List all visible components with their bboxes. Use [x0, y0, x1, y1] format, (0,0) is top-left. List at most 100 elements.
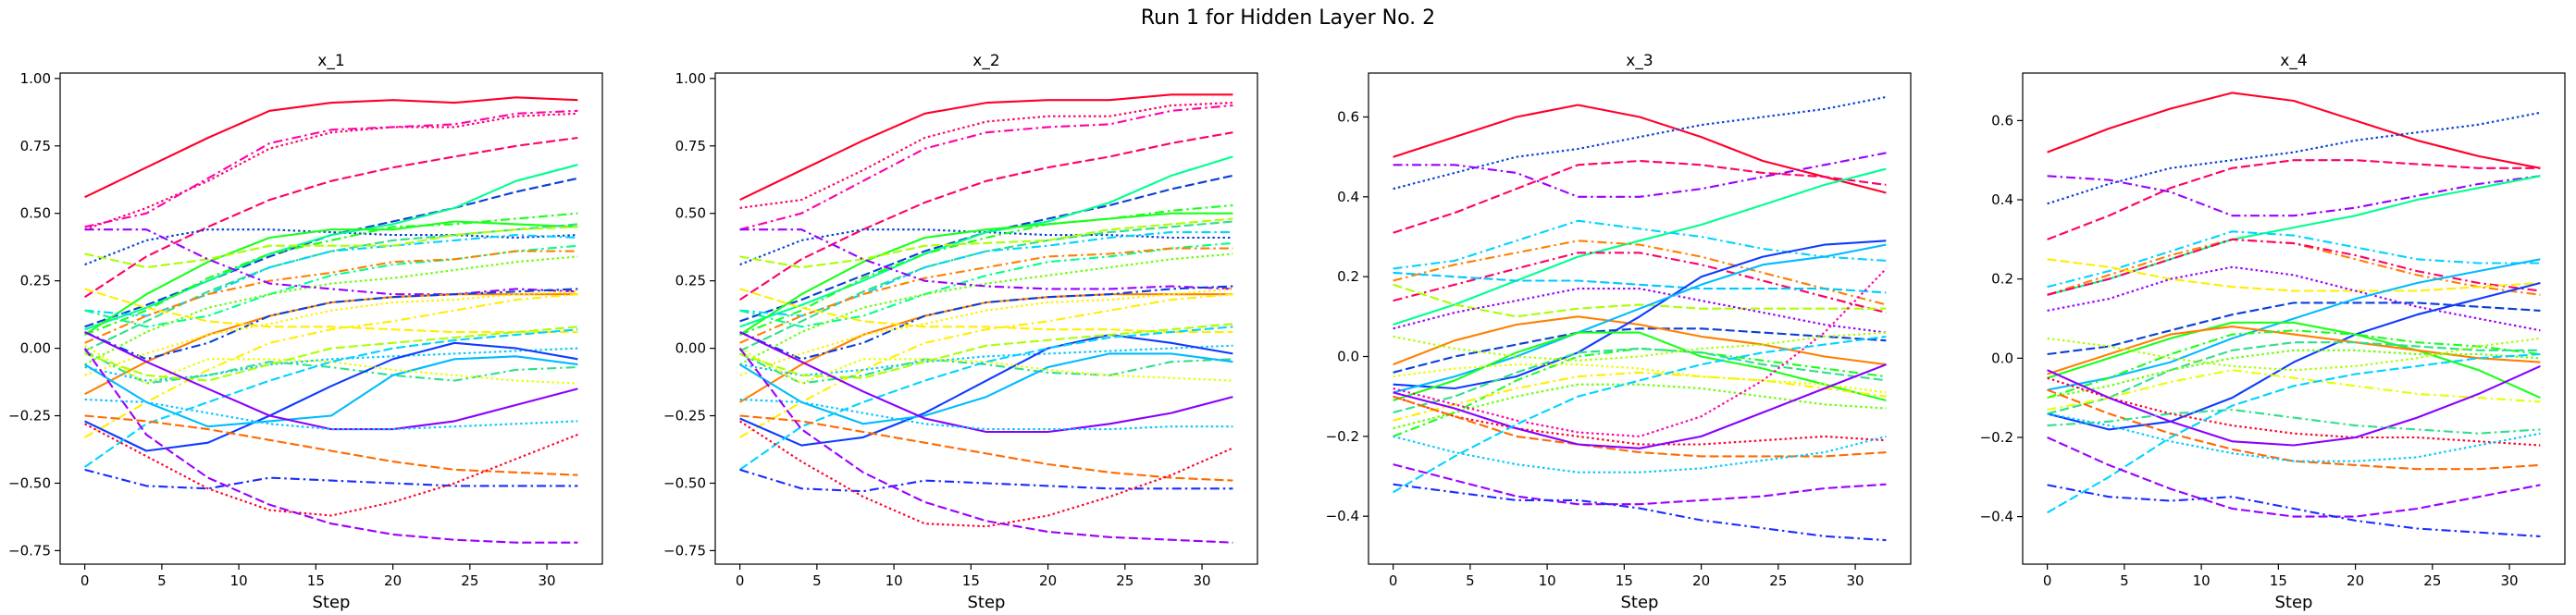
x-tick-label: 15 — [962, 572, 980, 589]
series-line-16 — [739, 228, 1233, 290]
series-line-17 — [84, 293, 578, 396]
series-line-10 — [1393, 283, 1887, 318]
x-tick-label: 5 — [2120, 572, 2129, 589]
series-line-18 — [739, 285, 1233, 361]
x-tick-label: 10 — [886, 572, 903, 589]
y-tick-label: −0.50 — [663, 474, 706, 491]
x-tick-label: 0 — [80, 572, 90, 589]
series-line-1 — [2047, 92, 2541, 169]
series-line-19 — [739, 288, 1233, 376]
series-line-15 — [739, 252, 1233, 366]
series-line-7 — [739, 155, 1233, 328]
series-line-4 — [739, 104, 1233, 231]
series-line-15 — [2047, 326, 2541, 375]
x-tick-label: 10 — [2193, 572, 2211, 589]
x-axis-label: Step — [1621, 593, 1659, 612]
series-line-4 — [2047, 159, 2541, 240]
series-line-17 — [2047, 341, 2541, 415]
y-tick-label: 0.50 — [675, 205, 706, 222]
series-line-28 — [83, 328, 578, 468]
series-line-5 — [739, 228, 1233, 266]
series-line-31 — [84, 414, 578, 476]
chart-panel-4: 0 5 10 15 20 25 30 −0.4 −0.2 0.0 0.2 0.4 0.6 x_4 Step — [1980, 52, 2566, 612]
series-line-21 — [739, 293, 1233, 438]
plot-frame — [1368, 72, 1912, 565]
plot-frame — [2022, 72, 2566, 565]
y-tick-label: 0.00 — [20, 340, 51, 357]
series-line-33 — [84, 423, 578, 517]
series-line-28 — [2047, 484, 2541, 538]
series-line-2 — [84, 112, 578, 231]
series-line-33 — [739, 420, 1233, 528]
series-line-3 — [1393, 152, 1887, 198]
series-line-12 — [1393, 327, 1887, 374]
series-line-20 — [84, 288, 578, 334]
y-tick-label: −0.4 — [1980, 509, 2013, 525]
series-line-24 — [739, 333, 1233, 447]
series-line-30 — [739, 398, 1233, 431]
series-line-16 — [2047, 329, 2541, 400]
y-tick-label: 0.2 — [1337, 268, 1359, 285]
x-tick-label: 20 — [1692, 572, 1710, 589]
series-line-12 — [739, 217, 1233, 269]
y-tick-label: −0.50 — [8, 474, 51, 491]
y-tick-label: 0.50 — [20, 205, 51, 222]
series-line-11 — [2047, 301, 2541, 356]
y-tick-label: −0.2 — [1326, 428, 1359, 445]
plot-frame — [59, 72, 603, 565]
series-line-3 — [739, 131, 1233, 301]
series-line-13 — [739, 241, 1233, 328]
series-line-15 — [1393, 243, 1887, 394]
series-line-1 — [1393, 104, 1887, 194]
y-tick-label: −0.25 — [663, 408, 706, 424]
series-line-29 — [84, 331, 578, 431]
series-line-30 — [84, 398, 578, 431]
y-tick-label: −0.4 — [1326, 508, 1359, 524]
series-line-28 — [738, 326, 1233, 471]
series-line-4 — [84, 109, 578, 228]
x-tick-label: 20 — [1039, 572, 1057, 589]
series-line-16 — [84, 228, 578, 296]
x-tick-label: 15 — [307, 572, 325, 589]
series-line-27 — [1393, 435, 1887, 474]
x-tick-label: 0 — [1389, 572, 1398, 589]
y-tick-label: 0.6 — [1337, 108, 1359, 125]
series-line-27 — [84, 326, 578, 382]
y-tick-label: 0.75 — [675, 138, 706, 154]
series-line-1 — [739, 93, 1233, 202]
series-line-23 — [84, 350, 578, 385]
series-line-28 — [1393, 463, 1887, 506]
series-line-6 — [2047, 230, 2541, 289]
x-tick-label: 25 — [1116, 572, 1133, 589]
y-tick-label: 0.00 — [675, 340, 706, 357]
x-tick-label: 30 — [539, 572, 556, 589]
series-line-21 — [84, 293, 578, 438]
y-tick-label: −0.75 — [8, 542, 51, 559]
series-line-18 — [2047, 349, 2541, 400]
series-line-14 — [84, 250, 578, 344]
x-tick-label: 30 — [1194, 572, 1211, 589]
series-line-5 — [84, 228, 578, 266]
series-lines — [2047, 92, 2541, 538]
x-tick-label: 5 — [157, 572, 167, 589]
series-line-24 — [1393, 395, 1887, 458]
x-tick-label: 25 — [2423, 572, 2441, 589]
x-tick-label: 10 — [1539, 572, 1556, 589]
series-line-9 — [84, 212, 578, 336]
series-line-22 — [84, 347, 578, 382]
series-line-14 — [1393, 240, 1887, 390]
series-line-21 — [1393, 267, 1888, 437]
series-line-3 — [84, 136, 578, 299]
series-line-4 — [1393, 159, 1887, 234]
series-line-2 — [1393, 95, 1887, 191]
series-line-18 — [1393, 347, 1887, 414]
x-tick-label: 20 — [384, 572, 402, 589]
x-axis-label: Step — [313, 593, 351, 612]
series-line-29 — [739, 331, 1233, 434]
chart-panel-3: 0 5 10 15 20 25 30 −0.4 −0.2 0.0 0.2 0.4 0.6 x_3 Step — [1326, 52, 1912, 612]
series-line-10 — [2047, 265, 2541, 332]
y-tick-label: −0.25 — [8, 408, 51, 424]
series-line-5 — [2047, 175, 2541, 296]
series-lines — [1393, 95, 1888, 542]
